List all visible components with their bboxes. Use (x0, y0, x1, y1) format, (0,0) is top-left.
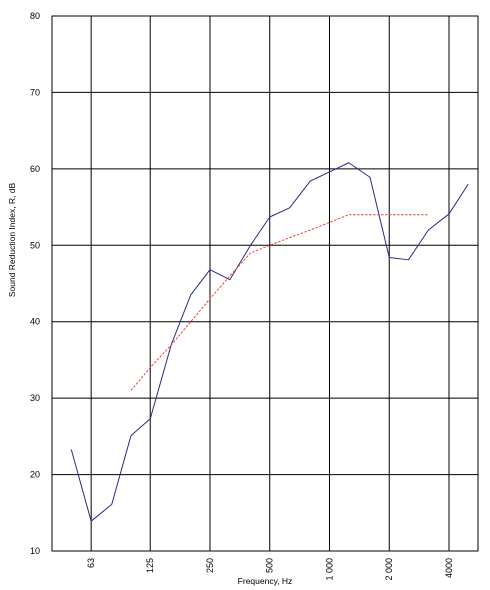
x-tick-label: 125 (145, 558, 155, 573)
x-tick-label: 4000 (444, 558, 454, 578)
x-axis-title: Frequency, Hz (238, 576, 293, 586)
x-tick-label: 500 (265, 558, 275, 573)
x-tick-label: 250 (205, 558, 215, 573)
y-tick-labels: 10 20 30 40 50 60 70 80 (30, 11, 40, 556)
y-tick-label: 50 (30, 240, 40, 250)
y-tick-label: 70 (30, 87, 40, 97)
y-tick-label: 30 (30, 393, 40, 403)
series-layer (70, 162, 469, 522)
series-line-1 (70, 162, 469, 522)
y-tick-label: 40 (30, 317, 40, 327)
y-axis-title: Sound Reduction Index, R, dB (7, 182, 17, 297)
y-tick-label: 80 (30, 11, 40, 21)
x-tick-label: 1 000 (324, 558, 334, 581)
plot-frame (51, 15, 479, 552)
x-tick-label: 2 000 (384, 558, 394, 581)
series-line-2 (130, 214, 429, 391)
y-tick-label: 20 (30, 470, 40, 480)
grid (51, 15, 478, 552)
x-tick-label: 63 (86, 558, 96, 568)
x-tick-labels: 63 125 250 500 1 000 2 000 4000 (86, 558, 454, 581)
y-tick-label: 60 (30, 164, 40, 174)
y-tick-label: 10 (30, 546, 40, 556)
